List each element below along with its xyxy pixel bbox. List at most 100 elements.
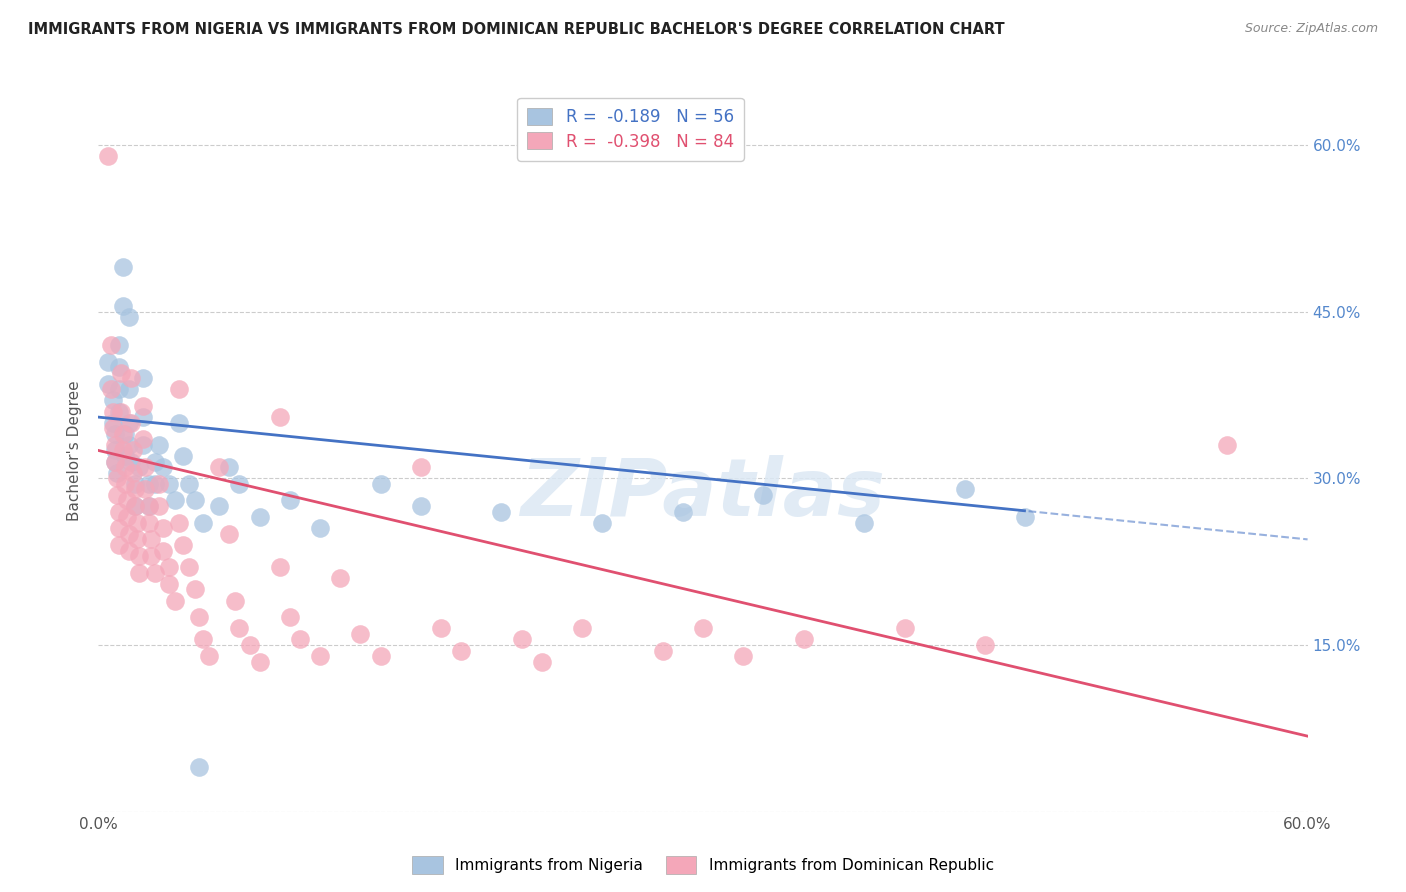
Point xyxy=(430,621,453,635)
Point xyxy=(672,505,695,519)
Point xyxy=(114,460,136,475)
Point xyxy=(218,460,240,475)
Point xyxy=(571,621,593,635)
Point xyxy=(752,488,775,502)
Point xyxy=(188,760,211,774)
Point xyxy=(115,493,138,508)
Point xyxy=(110,366,132,380)
Point xyxy=(269,410,291,425)
Point xyxy=(120,416,142,430)
Point xyxy=(143,454,166,468)
Point xyxy=(218,526,240,541)
Point xyxy=(103,443,125,458)
Point xyxy=(103,438,125,452)
Point xyxy=(107,521,129,535)
Point xyxy=(450,643,472,657)
Point xyxy=(105,471,128,485)
Point xyxy=(893,621,915,635)
Point xyxy=(491,505,513,519)
Point xyxy=(193,632,215,647)
Point xyxy=(269,560,291,574)
Point xyxy=(163,493,186,508)
Point xyxy=(208,499,231,513)
Point xyxy=(1216,438,1239,452)
Point xyxy=(148,476,170,491)
Point xyxy=(172,538,194,552)
Point xyxy=(121,466,143,480)
Point xyxy=(107,338,129,352)
Point xyxy=(591,516,613,530)
Point xyxy=(148,499,170,513)
Point xyxy=(953,483,976,497)
Point xyxy=(100,382,122,396)
Point xyxy=(97,354,120,368)
Point xyxy=(118,382,141,396)
Point xyxy=(103,426,125,441)
Point xyxy=(101,393,124,408)
Point xyxy=(118,416,141,430)
Point xyxy=(530,655,553,669)
Point xyxy=(121,443,143,458)
Point xyxy=(118,526,141,541)
Point xyxy=(101,404,124,418)
Point xyxy=(329,571,352,585)
Point xyxy=(115,510,138,524)
Text: ZIPatlas: ZIPatlas xyxy=(520,455,886,533)
Point xyxy=(125,516,148,530)
Point xyxy=(208,460,231,475)
Point xyxy=(163,593,186,607)
Point xyxy=(128,549,150,563)
Point xyxy=(179,560,201,574)
Point xyxy=(409,499,432,513)
Point xyxy=(138,476,160,491)
Point xyxy=(793,632,815,647)
Point xyxy=(111,299,134,313)
Point xyxy=(128,460,150,475)
Point xyxy=(124,499,146,513)
Point xyxy=(128,566,150,580)
Point xyxy=(152,460,174,475)
Point xyxy=(139,549,162,563)
Point xyxy=(157,577,180,591)
Point xyxy=(105,488,128,502)
Point xyxy=(184,493,207,508)
Point xyxy=(107,404,129,418)
Point xyxy=(309,649,332,664)
Point xyxy=(138,499,160,513)
Point xyxy=(167,382,190,396)
Point xyxy=(134,460,156,475)
Point xyxy=(143,566,166,580)
Point xyxy=(124,499,146,513)
Point xyxy=(125,533,148,547)
Point xyxy=(120,454,142,468)
Point xyxy=(239,638,262,652)
Point xyxy=(138,499,160,513)
Point xyxy=(107,505,129,519)
Point xyxy=(114,476,136,491)
Point xyxy=(249,510,271,524)
Point xyxy=(167,516,190,530)
Point xyxy=(172,449,194,463)
Point xyxy=(107,538,129,552)
Point xyxy=(103,454,125,468)
Point xyxy=(157,560,180,574)
Point xyxy=(143,476,166,491)
Point xyxy=(152,521,174,535)
Point xyxy=(101,416,124,430)
Point xyxy=(124,476,146,491)
Point xyxy=(974,638,997,652)
Point xyxy=(132,410,155,425)
Point xyxy=(152,543,174,558)
Point xyxy=(97,376,120,391)
Point xyxy=(184,582,207,597)
Point xyxy=(309,521,332,535)
Point xyxy=(409,460,432,475)
Point xyxy=(100,338,122,352)
Point xyxy=(105,466,128,480)
Point xyxy=(118,310,141,324)
Point xyxy=(132,433,155,447)
Point xyxy=(132,438,155,452)
Point xyxy=(148,438,170,452)
Point xyxy=(733,649,755,664)
Point xyxy=(111,443,134,458)
